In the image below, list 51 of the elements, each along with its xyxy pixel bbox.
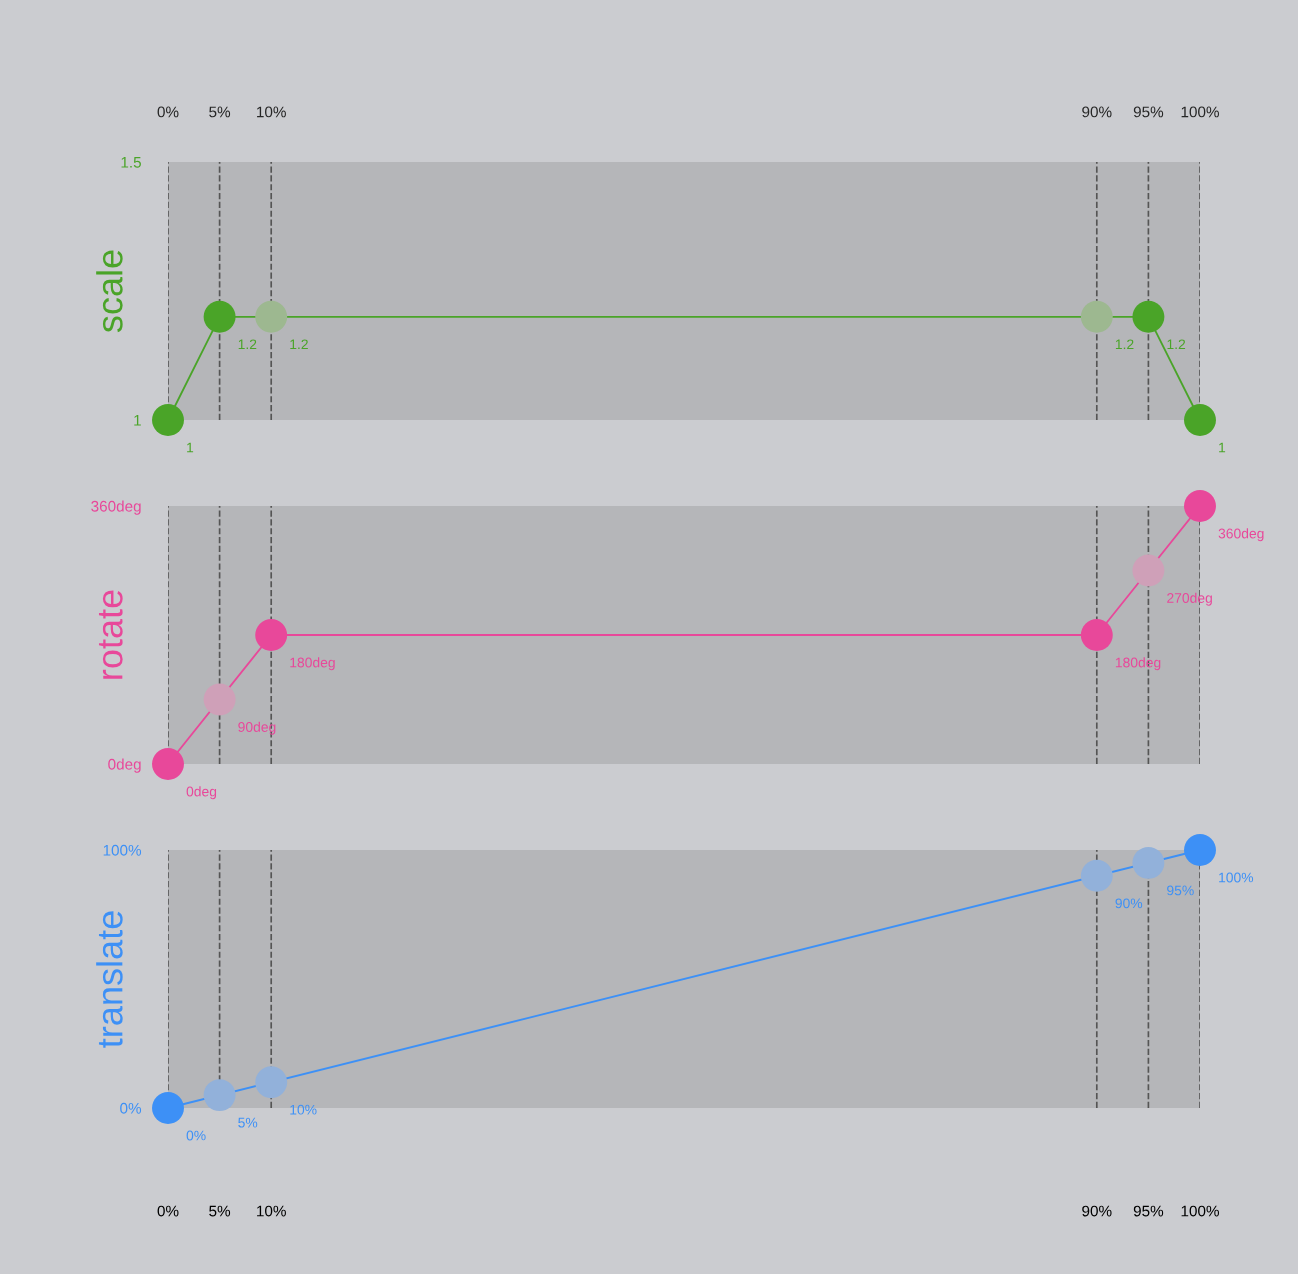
x2-tick-label: 10% bbox=[257, 106, 286, 118]
data-label: 1.2 bbox=[1167, 339, 1186, 350]
y-tick-label: 360deg bbox=[91, 500, 141, 515]
data-label: 0deg bbox=[186, 786, 217, 800]
point bbox=[203, 683, 236, 716]
point bbox=[255, 619, 288, 651]
data-label: 95% bbox=[1167, 885, 1194, 896]
data-label: 10% bbox=[290, 1104, 317, 1115]
x2-tick-label: 5% bbox=[209, 106, 231, 118]
y-axis-title: rotate bbox=[98, 590, 123, 679]
data-label: 1 bbox=[187, 442, 194, 453]
y-axis-title: translate bbox=[96, 911, 123, 1048]
y-tick-label: 0deg bbox=[108, 758, 141, 773]
x2-tick-label: 100% bbox=[1181, 106, 1219, 118]
y-axis-title: scale bbox=[96, 250, 123, 333]
x-tick-label: 100% bbox=[1181, 1205, 1219, 1217]
point bbox=[152, 748, 184, 780]
data-label: 5% bbox=[238, 1117, 258, 1128]
point bbox=[1080, 619, 1113, 651]
point bbox=[1080, 859, 1113, 892]
data-label: 1.2 bbox=[1115, 339, 1134, 350]
data-label: 1.2 bbox=[290, 339, 308, 350]
x2-tick-label: 95% bbox=[1133, 106, 1164, 118]
point bbox=[1132, 554, 1165, 587]
data-label: 360deg bbox=[1218, 528, 1264, 542]
point bbox=[1184, 834, 1216, 866]
x-tick-label: 95% bbox=[1133, 1205, 1164, 1217]
x-tick-label: 10% bbox=[257, 1205, 286, 1217]
data-label: 100% bbox=[1219, 872, 1254, 883]
data-label: 0% bbox=[186, 1130, 206, 1141]
y-tick-label: 1 bbox=[134, 415, 141, 426]
point bbox=[1184, 490, 1216, 522]
x-tick-label: 5% bbox=[209, 1205, 231, 1217]
y-tick-label: 100% bbox=[103, 844, 142, 856]
point bbox=[152, 1092, 184, 1124]
x-tick-label: 0% bbox=[157, 1205, 179, 1217]
x2-tick-label: 90% bbox=[1082, 106, 1112, 118]
y-tick-label: 0% bbox=[120, 1102, 142, 1114]
point bbox=[255, 1066, 288, 1099]
point bbox=[1132, 846, 1165, 879]
data-label: 180deg bbox=[290, 657, 335, 671]
point bbox=[203, 1079, 236, 1112]
y-tick-label: 1.5 bbox=[121, 157, 141, 168]
data-label: 90deg bbox=[238, 721, 276, 735]
data-label: 90% bbox=[1115, 898, 1143, 909]
data-label: 1 bbox=[1219, 442, 1226, 453]
x-tick-label: 90% bbox=[1082, 1205, 1112, 1217]
data-label: 270deg bbox=[1167, 592, 1212, 606]
data-label: 1.2 bbox=[238, 339, 257, 350]
x2-tick-label: 0% bbox=[157, 106, 179, 118]
data-label: 180deg bbox=[1115, 657, 1161, 671]
